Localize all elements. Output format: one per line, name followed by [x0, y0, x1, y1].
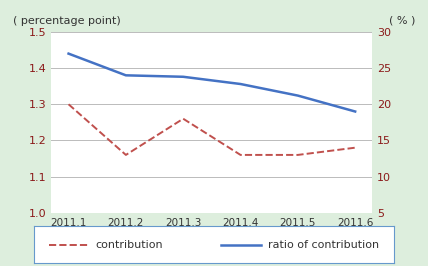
contribution: [123, 153, 128, 156]
contribution: [238, 153, 243, 156]
ratio of contribution: [181, 75, 186, 78]
ratio of contribution: [295, 94, 300, 97]
contribution: [181, 117, 186, 120]
contribution: [353, 146, 358, 149]
Line: ratio of contribution: ratio of contribution: [68, 54, 355, 111]
Line: contribution: contribution: [68, 104, 355, 155]
contribution: [66, 103, 71, 106]
ratio of contribution: [66, 52, 71, 55]
Text: ( % ): ( % ): [389, 16, 415, 26]
Text: ( percentage point): ( percentage point): [13, 16, 121, 26]
Text: contribution: contribution: [95, 240, 163, 250]
ratio of contribution: [238, 82, 243, 86]
contribution: [295, 153, 300, 156]
ratio of contribution: [123, 74, 128, 77]
ratio of contribution: [353, 110, 358, 113]
Text: ratio of contribution: ratio of contribution: [268, 240, 379, 250]
